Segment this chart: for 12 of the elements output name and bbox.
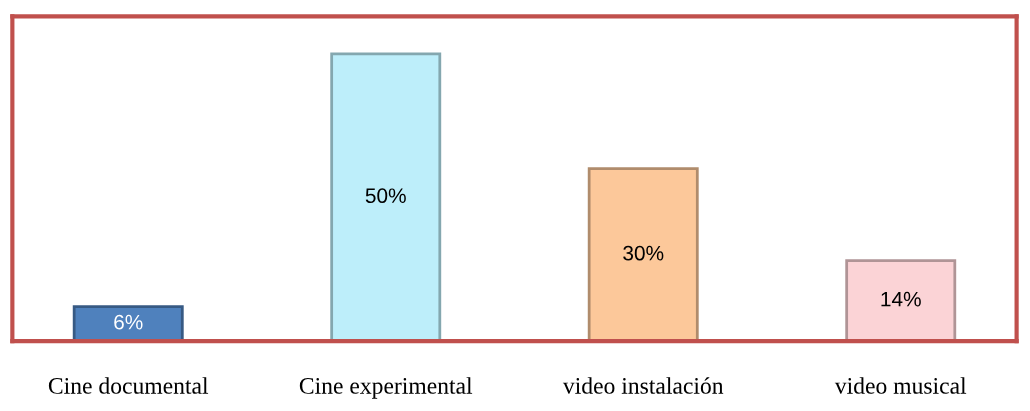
bar xyxy=(330,52,442,342)
data-label: 6% xyxy=(114,314,143,330)
x-tick-label: Cine experimental xyxy=(299,377,473,399)
x-tick-label: video instalación xyxy=(562,377,724,394)
bar xyxy=(587,167,699,342)
data-label: 50% xyxy=(365,188,406,204)
x-tick-label: Cine documental xyxy=(48,377,209,394)
bar xyxy=(72,305,184,342)
bar xyxy=(845,259,957,342)
data-label: 30% xyxy=(623,245,664,261)
x-tick-label: video musical xyxy=(834,377,967,394)
data-label: 14% xyxy=(881,291,921,307)
